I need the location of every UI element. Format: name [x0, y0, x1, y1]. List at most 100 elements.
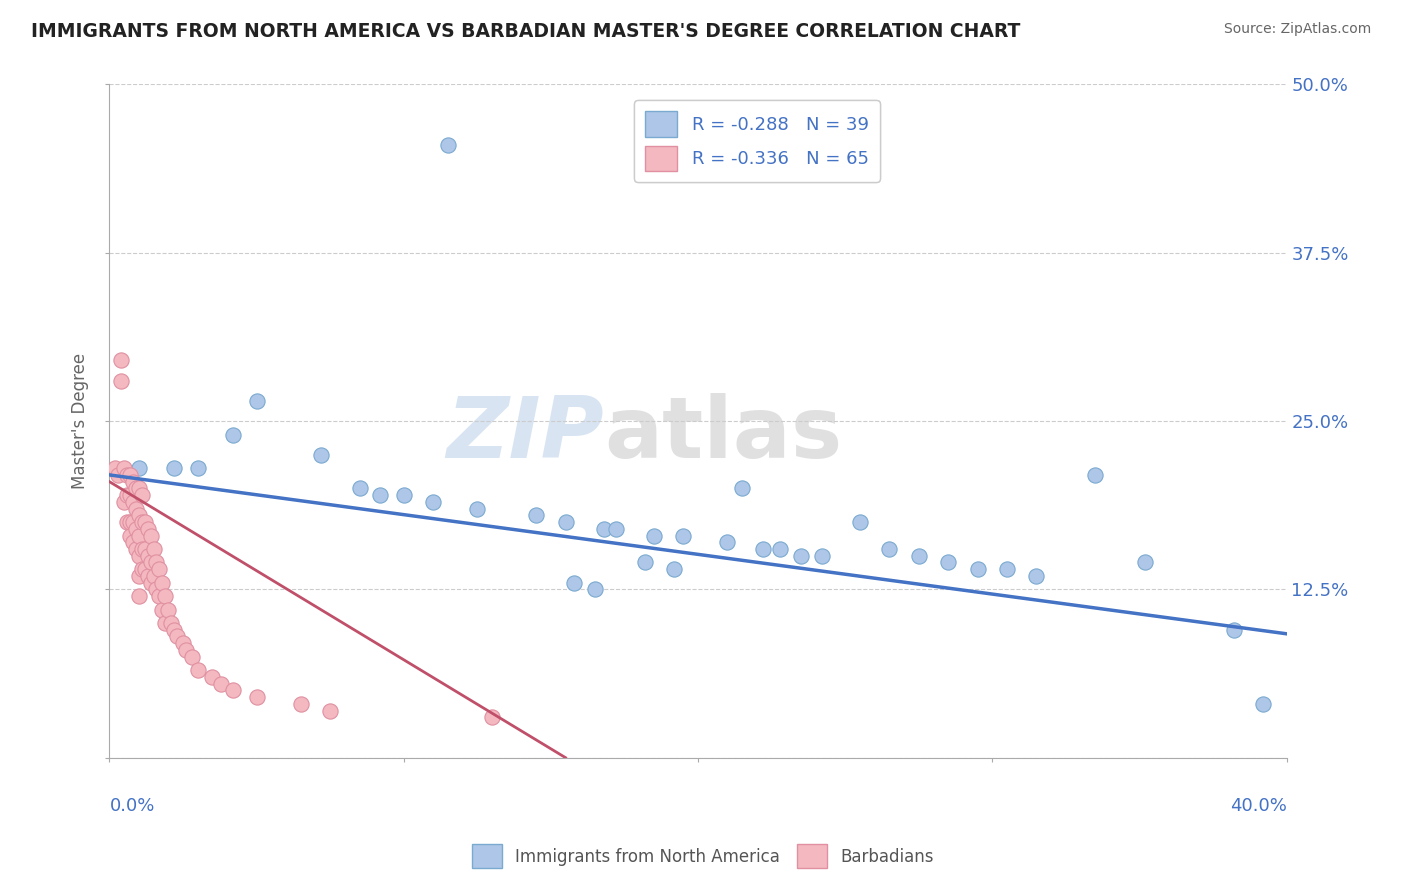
Point	[107, 467, 129, 482]
Point	[592, 522, 614, 536]
Point	[128, 569, 150, 583]
Point	[110, 374, 132, 388]
Point	[790, 549, 813, 563]
Text: 40.0%: 40.0%	[1230, 797, 1286, 814]
Point	[112, 461, 135, 475]
Point	[290, 697, 312, 711]
Point	[1084, 467, 1107, 482]
Point	[349, 482, 371, 496]
Point	[115, 488, 138, 502]
Point	[481, 710, 503, 724]
Point	[148, 589, 170, 603]
Point	[664, 562, 686, 576]
Point	[115, 467, 138, 482]
Point	[643, 528, 665, 542]
Point	[134, 515, 156, 529]
Point	[731, 482, 754, 496]
Point	[122, 495, 145, 509]
Point	[134, 541, 156, 556]
Legend: Immigrants from North America, Barbadians: Immigrants from North America, Barbadian…	[465, 838, 941, 875]
Point	[145, 556, 167, 570]
Point	[142, 569, 165, 583]
Point	[139, 575, 162, 590]
Point	[634, 556, 657, 570]
Point	[187, 663, 209, 677]
Point	[769, 541, 792, 556]
Point	[245, 393, 267, 408]
Point	[583, 582, 606, 597]
Point	[672, 528, 695, 542]
Point	[1251, 697, 1274, 711]
Point	[136, 549, 159, 563]
Point	[849, 515, 872, 529]
Point	[150, 575, 173, 590]
Point	[128, 589, 150, 603]
Point	[150, 602, 173, 616]
Point	[160, 615, 183, 630]
Point	[172, 636, 194, 650]
Point	[128, 482, 150, 496]
Point	[877, 541, 900, 556]
Point	[125, 522, 148, 536]
Point	[564, 575, 586, 590]
Point	[209, 676, 232, 690]
Point	[139, 528, 162, 542]
Point	[139, 556, 162, 570]
Point	[145, 582, 167, 597]
Point	[128, 508, 150, 523]
Point	[392, 488, 415, 502]
Point	[936, 556, 959, 570]
Point	[131, 541, 153, 556]
Point	[148, 562, 170, 576]
Point	[554, 515, 576, 529]
Point	[163, 623, 186, 637]
Text: 0.0%: 0.0%	[110, 797, 155, 814]
Point	[368, 488, 391, 502]
Point	[118, 528, 141, 542]
Point	[157, 602, 180, 616]
Point	[1222, 623, 1244, 637]
Point	[118, 488, 141, 502]
Point	[245, 690, 267, 704]
Point	[1025, 569, 1047, 583]
Point	[605, 522, 627, 536]
Point	[524, 508, 547, 523]
Text: IMMIGRANTS FROM NORTH AMERICA VS BARBADIAN MASTER'S DEGREE CORRELATION CHART: IMMIGRANTS FROM NORTH AMERICA VS BARBADI…	[31, 22, 1021, 41]
Point	[222, 427, 245, 442]
Point	[163, 461, 186, 475]
Point	[128, 549, 150, 563]
Point	[222, 683, 245, 698]
Point	[716, 535, 738, 549]
Point	[810, 549, 832, 563]
Point	[311, 448, 333, 462]
Point	[125, 501, 148, 516]
Point	[125, 482, 148, 496]
Point	[122, 535, 145, 549]
Point	[128, 528, 150, 542]
Point	[155, 589, 177, 603]
Point	[907, 549, 929, 563]
Point	[115, 515, 138, 529]
Text: atlas: atlas	[603, 393, 842, 476]
Point	[995, 562, 1018, 576]
Point	[465, 501, 488, 516]
Text: ZIP: ZIP	[446, 393, 603, 476]
Point	[125, 541, 148, 556]
Point	[155, 615, 177, 630]
Point	[751, 541, 773, 556]
Text: Source: ZipAtlas.com: Source: ZipAtlas.com	[1223, 22, 1371, 37]
Point	[128, 461, 150, 475]
Point	[134, 562, 156, 576]
Point	[437, 138, 460, 153]
Point	[118, 467, 141, 482]
Point	[131, 562, 153, 576]
Legend: R = -0.288   N = 39, R = -0.336   N = 65: R = -0.288 N = 39, R = -0.336 N = 65	[634, 100, 880, 182]
Point	[422, 495, 444, 509]
Y-axis label: Master's Degree: Master's Degree	[72, 353, 89, 489]
Point	[174, 643, 197, 657]
Point	[966, 562, 988, 576]
Point	[201, 670, 224, 684]
Point	[122, 475, 145, 489]
Point	[118, 515, 141, 529]
Point	[1135, 556, 1157, 570]
